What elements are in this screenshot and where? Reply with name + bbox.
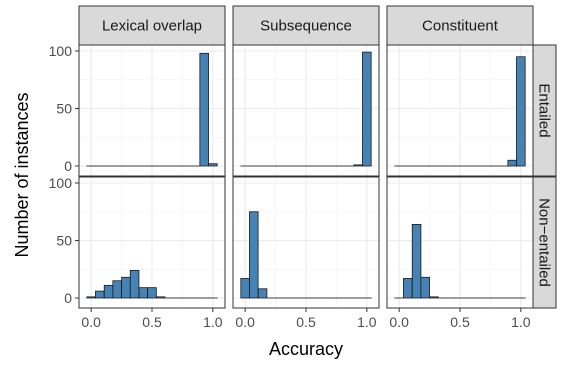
histogram-bar (241, 278, 250, 298)
y-axis-title: Number of instances (12, 92, 32, 257)
histogram-bar (249, 212, 258, 298)
histogram-bar (516, 57, 525, 166)
y-tick-label: 0 (64, 290, 72, 306)
histogram-bar (430, 297, 439, 298)
y-tick-label: 50 (56, 233, 72, 249)
x-tick-label: 0.5 (142, 314, 162, 330)
histogram-bar (508, 160, 517, 166)
histogram-bar (156, 297, 165, 298)
histogram-bar (122, 277, 131, 298)
y-tick-label: 0 (64, 158, 72, 174)
facet-strip-label: Subsequence (260, 18, 352, 35)
y-tick-label: 50 (56, 101, 72, 117)
histogram-bar (208, 164, 217, 166)
histogram-bar (362, 52, 371, 166)
histogram-bar (258, 289, 267, 298)
histogram-bar (403, 278, 412, 298)
histogram-bar (148, 288, 157, 298)
histogram-bar (412, 224, 421, 298)
histogram-bar (95, 291, 104, 298)
x-tick-label: 0.0 (389, 314, 409, 330)
x-tick-label: 0.5 (296, 314, 316, 330)
facet-strip-label: Constituent (422, 18, 499, 35)
x-tick-label: 0.0 (235, 314, 255, 330)
histogram-bar (200, 53, 209, 166)
facet-strip-label: Entailed (536, 83, 553, 137)
facet-strip-label: Non−entailed (536, 198, 553, 287)
histogram-bar (113, 281, 122, 298)
x-tick-label: 0.0 (81, 314, 101, 330)
histogram-bar (354, 165, 363, 166)
histogram-bar (87, 297, 96, 298)
y-tick-label: 100 (49, 175, 73, 191)
histogram-bar (139, 288, 148, 298)
x-tick-label: 0.5 (450, 314, 470, 330)
histogram-bar (104, 285, 113, 298)
facet-panels: Lexical overlap Subsequence Constituent Ent… (49, 6, 556, 330)
histogram-bar (421, 277, 430, 298)
x-tick-label: 1.0 (357, 314, 377, 330)
facet-strip-label: Lexical overlap (102, 18, 202, 35)
y-tick-label: 100 (49, 43, 73, 59)
x-tick-label: 1.0 (203, 314, 223, 330)
x-axis-title: Accuracy (269, 339, 343, 359)
histogram-bar (130, 270, 139, 298)
x-tick-label: 1.0 (511, 314, 531, 330)
